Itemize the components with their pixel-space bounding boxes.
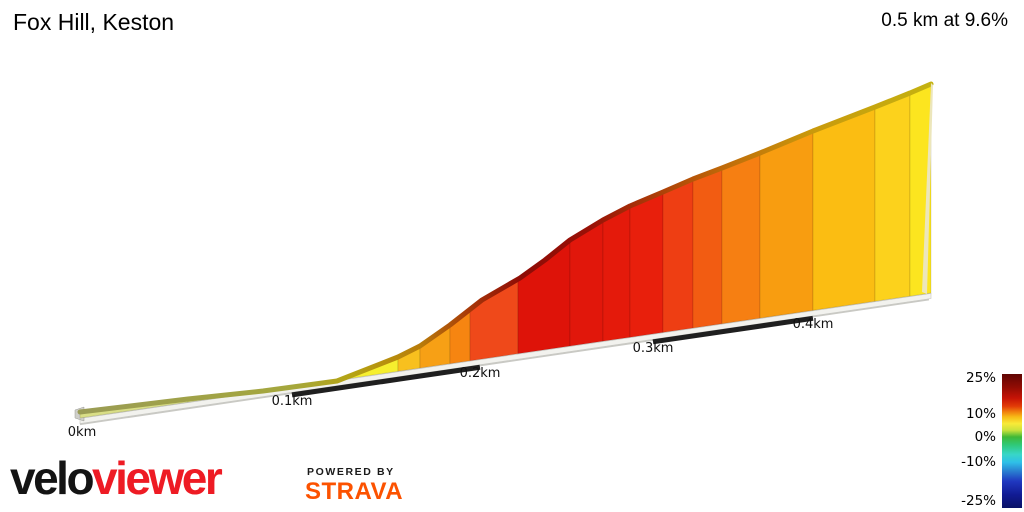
scale-bar-light bbox=[812, 298, 930, 318]
gradient-band bbox=[629, 191, 664, 338]
strava-logo: STRAVA bbox=[305, 478, 404, 505]
gradient-legend-bar bbox=[1002, 374, 1022, 508]
gradient-band bbox=[759, 130, 814, 319]
scale-bar-light bbox=[79, 392, 293, 426]
ribbon-end-cap bbox=[922, 83, 933, 294]
gradient-band bbox=[662, 178, 694, 333]
veloviewer-logo-velo: velo bbox=[10, 452, 95, 504]
x-tick-label-0km: 0km bbox=[67, 424, 97, 440]
legend-tick-25: 25% bbox=[965, 370, 996, 387]
legend-tick-0: 0% bbox=[974, 428, 996, 445]
ribbon-top-edge bbox=[77, 81, 934, 415]
scale-bar-dark bbox=[652, 315, 814, 345]
segment-summary: 0.5 km at 9.6% bbox=[881, 10, 1008, 31]
ribbon-base-strip bbox=[79, 293, 932, 424]
gradient-band bbox=[692, 167, 723, 329]
scale-bar-dark bbox=[291, 364, 481, 398]
legend-tick-neg10: -10% bbox=[961, 454, 996, 471]
gradient-band bbox=[517, 239, 571, 355]
legend-tick-neg25: -25% bbox=[961, 493, 996, 510]
gradient-band bbox=[812, 106, 876, 311]
gradient-band bbox=[874, 92, 911, 302]
x-tick-label-0-2km: 0.2km bbox=[459, 366, 501, 382]
gradient-band bbox=[602, 205, 631, 342]
x-tick-label-0-1km: 0.1km bbox=[271, 393, 313, 409]
x-tick-label-0-4km: 0.4km bbox=[792, 317, 834, 333]
powered-by-label: POWERED BY bbox=[307, 466, 395, 478]
x-tick-label-0-3km: 0.3km bbox=[632, 340, 674, 356]
page-title: Fox Hill, Keston bbox=[13, 9, 175, 35]
legend-tick-10: 10% bbox=[965, 406, 996, 423]
gradient-band bbox=[419, 324, 451, 369]
veloviewer-logo: veloviewer bbox=[10, 452, 223, 504]
veloviewer-logo-viewer: viewer bbox=[92, 452, 223, 504]
scale-bar-light bbox=[479, 339, 654, 367]
gradient-band bbox=[721, 152, 761, 325]
